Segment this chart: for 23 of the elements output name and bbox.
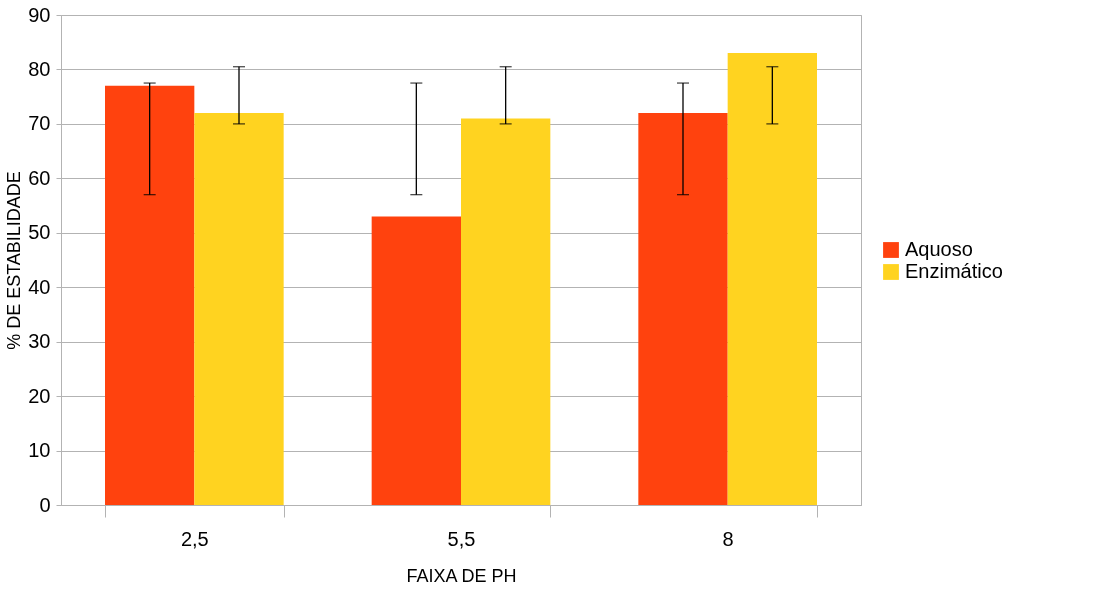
y-tick-label: 30 xyxy=(28,330,51,353)
y-tick-label: 70 xyxy=(28,112,51,135)
bar xyxy=(105,85,195,505)
y-tick-label: 10 xyxy=(28,439,51,462)
y-axis-title: % DE ESTABILIDADE xyxy=(4,171,25,350)
y-tick-label: 50 xyxy=(28,221,51,244)
x-tick-label: 2,5 xyxy=(180,527,209,550)
y-tick-label: 60 xyxy=(28,166,51,189)
y-tick-label: 40 xyxy=(28,275,51,298)
bar xyxy=(461,118,551,505)
x-axis-title: FAIXA DE PH xyxy=(406,565,517,586)
bar xyxy=(194,113,284,505)
bar xyxy=(638,113,728,505)
y-tick-label: 0 xyxy=(39,493,51,516)
y-tick-label: 80 xyxy=(28,57,51,80)
y-tick-label: 20 xyxy=(28,384,51,407)
legend-label: Enzimático xyxy=(905,260,1003,282)
x-tick-label: 5,5 xyxy=(447,527,476,550)
bar xyxy=(371,216,461,505)
legend-label: Aquoso xyxy=(905,238,973,260)
x-tick-label: 8 xyxy=(722,527,734,550)
bar xyxy=(727,53,817,505)
y-tick-label: 90 xyxy=(28,3,51,26)
